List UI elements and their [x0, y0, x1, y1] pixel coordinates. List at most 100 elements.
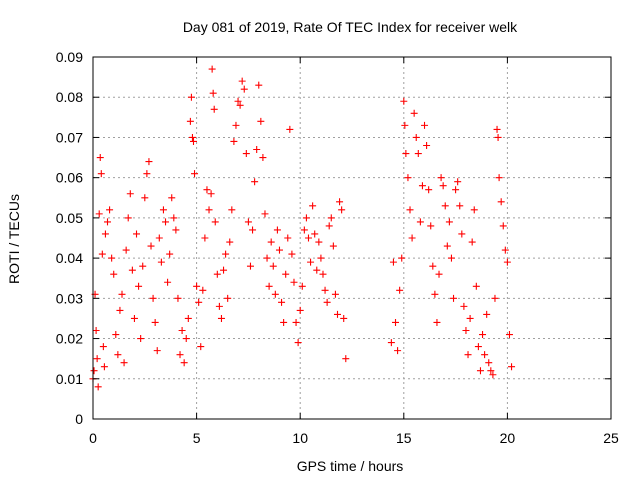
data-point [230, 137, 238, 145]
data-point [298, 282, 306, 290]
data-point [224, 294, 232, 302]
data-point [93, 355, 101, 363]
data-point [389, 258, 397, 266]
data-point [302, 214, 310, 222]
data-point [429, 262, 437, 270]
data-point [236, 101, 244, 109]
data-point [508, 363, 516, 371]
data-point [425, 186, 433, 194]
data-point [99, 343, 107, 351]
data-point [406, 206, 414, 214]
data-point [217, 314, 225, 322]
data-point [394, 347, 402, 355]
data-point [487, 367, 495, 375]
data-point [226, 238, 234, 246]
chart-title: Day 081 of 2019, Rate Of TEC Index for r… [183, 19, 518, 35]
data-point [400, 97, 408, 105]
data-point [92, 327, 100, 335]
data-point [208, 65, 216, 73]
plot-frame [92, 56, 612, 420]
data-point [414, 150, 422, 158]
data-point [329, 242, 337, 250]
data-point [251, 178, 259, 186]
data-point [401, 121, 409, 129]
data-point [423, 141, 431, 149]
data-point [265, 282, 273, 290]
data-point [474, 343, 482, 351]
y-tick-label: 0.09 [56, 49, 83, 65]
data-point [470, 206, 478, 214]
data-point [454, 178, 462, 186]
data-point [145, 158, 153, 166]
data-point [445, 218, 453, 226]
data-point [311, 230, 319, 238]
data-point [143, 170, 151, 178]
data-point [246, 262, 254, 270]
data-point [114, 351, 122, 359]
y-tick-label: 0.03 [56, 290, 83, 306]
data-point [184, 314, 192, 322]
data-points [89, 65, 516, 391]
data-point [481, 351, 489, 359]
data-point [178, 327, 186, 335]
data-point [499, 222, 507, 230]
data-point [211, 218, 219, 226]
data-point [95, 210, 103, 218]
data-point [460, 302, 468, 310]
data-point [462, 327, 470, 335]
data-point [249, 226, 257, 234]
data-point [201, 234, 209, 242]
data-point [489, 371, 497, 379]
data-point [166, 250, 174, 258]
data-point [153, 347, 161, 355]
data-point [213, 270, 221, 278]
data-point [280, 318, 288, 326]
data-point [342, 355, 350, 363]
data-point [447, 254, 455, 262]
data-point [290, 278, 298, 286]
data-point [485, 359, 493, 367]
data-point [162, 218, 170, 226]
data-point [398, 254, 406, 262]
data-point [104, 218, 112, 226]
data-point [197, 343, 205, 351]
data-point [476, 367, 484, 375]
data-point [336, 198, 344, 206]
data-point [110, 270, 118, 278]
data-point [147, 242, 155, 250]
data-point [468, 238, 476, 246]
data-point [172, 226, 180, 234]
data-point [435, 270, 443, 278]
data-point [284, 234, 292, 242]
data-point [307, 258, 315, 266]
data-point [137, 335, 145, 343]
data-point [118, 290, 126, 298]
data-point [112, 331, 120, 339]
x-tick-label: 0 [89, 430, 97, 446]
data-point [321, 286, 329, 294]
data-point [176, 351, 184, 359]
data-point [338, 206, 346, 214]
data-point [157, 258, 165, 266]
data-point [431, 290, 439, 298]
data-point [503, 258, 511, 266]
data-point [94, 383, 102, 391]
data-point [100, 363, 108, 371]
data-point [456, 202, 464, 210]
data-point [427, 222, 435, 230]
y-axis-label: ROTI / TECUs [6, 194, 22, 284]
data-point [133, 230, 141, 238]
data-point [130, 314, 138, 322]
data-point [433, 318, 441, 326]
grid-lines [93, 57, 611, 419]
data-point [387, 339, 395, 347]
data-point [410, 109, 418, 117]
data-point [234, 97, 242, 105]
data-point [205, 206, 213, 214]
x-tick-label: 15 [396, 430, 412, 446]
data-point [501, 246, 509, 254]
data-point [288, 250, 296, 258]
x-tick-labels: 0 5 10 15 20 25 [89, 430, 619, 446]
data-point [242, 150, 250, 158]
